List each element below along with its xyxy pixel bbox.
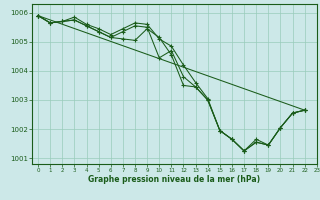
X-axis label: Graphe pression niveau de la mer (hPa): Graphe pression niveau de la mer (hPa) — [88, 175, 260, 184]
